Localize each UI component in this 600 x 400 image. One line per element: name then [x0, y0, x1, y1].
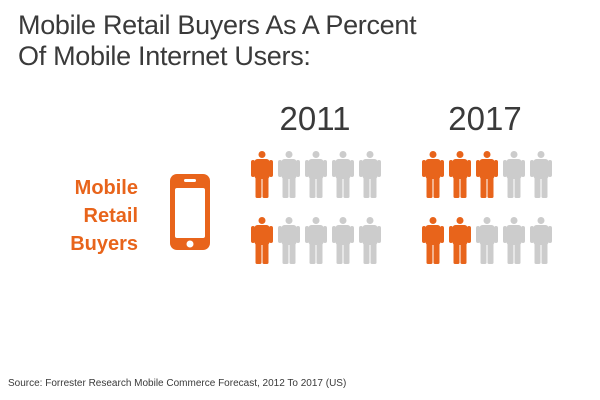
- person-icon: [530, 151, 552, 198]
- person-icon-highlighted: [449, 151, 471, 198]
- pictogram-2017: [422, 151, 552, 264]
- person-icon: [476, 217, 498, 264]
- person-icon-highlighted: [251, 151, 273, 198]
- person-icon: [503, 151, 525, 198]
- pictogram-2011: [251, 151, 381, 264]
- year-label-2011: 2011: [279, 100, 351, 137]
- person-icon: [359, 151, 381, 198]
- icon-group-2017: [420, 150, 560, 280]
- source-note: Source: Forrester Research Mobile Commer…: [8, 378, 347, 389]
- person-icon: [305, 151, 327, 198]
- category-label-line: Buyers: [70, 233, 138, 255]
- person-icon-highlighted: [449, 217, 471, 264]
- icon-group-2011: [249, 150, 389, 280]
- person-icon: [278, 217, 300, 264]
- category-label-line: Mobile: [74, 177, 138, 199]
- person-icon-highlighted: [422, 217, 444, 264]
- person-icon-highlighted: [251, 217, 273, 264]
- person-icon: [530, 217, 552, 264]
- chart-title: Mobile Retail Buyers As A Percent Of Mob…: [18, 10, 417, 71]
- phone-icon: [170, 174, 210, 255]
- category-label: Mobile Retail Buyers: [40, 174, 138, 258]
- person-icon: [332, 217, 354, 264]
- person-icon-highlighted: [476, 151, 498, 198]
- person-icon: [332, 151, 354, 198]
- category-label-line: Retail: [83, 205, 138, 227]
- person-icon: [278, 151, 300, 198]
- person-icon: [503, 217, 525, 264]
- person-icon-highlighted: [422, 151, 444, 198]
- year-label-2017: 2017: [448, 100, 522, 137]
- person-icon: [359, 217, 381, 264]
- person-icon: [305, 217, 327, 264]
